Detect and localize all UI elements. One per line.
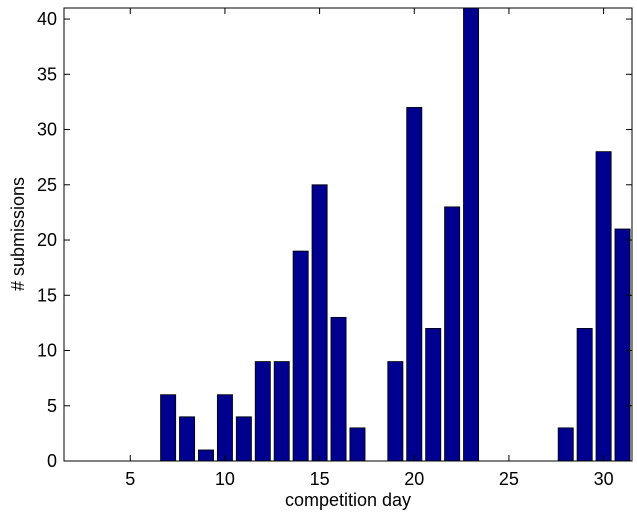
bar-day-29 bbox=[576, 328, 593, 462]
bar-day-14 bbox=[292, 250, 309, 462]
bar-day-21 bbox=[425, 328, 442, 462]
bar-day-17 bbox=[349, 427, 366, 462]
bar-day-11 bbox=[235, 416, 252, 462]
bars bbox=[160, 7, 631, 462]
bar-day-16 bbox=[330, 316, 347, 462]
y-tick-label: 35 bbox=[37, 64, 57, 84]
bar-day-19 bbox=[387, 361, 404, 462]
bar-day-8 bbox=[179, 416, 196, 462]
x-tick-label: 15 bbox=[310, 469, 330, 489]
y-tick-label: 20 bbox=[37, 230, 57, 250]
y-tick-label: 40 bbox=[37, 9, 57, 29]
y-axis: 0 5 10 15 20 25 30 35 40 bbox=[37, 9, 632, 471]
bar-day-10 bbox=[216, 394, 233, 462]
x-tick-label: 20 bbox=[404, 469, 424, 489]
y-tick-label: 10 bbox=[37, 341, 57, 361]
y-tick-label: 5 bbox=[47, 396, 57, 416]
bar-day-23 bbox=[463, 7, 480, 462]
plot-area bbox=[64, 8, 632, 461]
y-tick-label: 25 bbox=[37, 175, 57, 195]
x-axis: 5 10 15 20 25 30 bbox=[125, 8, 614, 489]
bar-day-22 bbox=[444, 206, 461, 462]
y-tick-label: 30 bbox=[37, 120, 57, 140]
bar-day-31 bbox=[614, 228, 631, 462]
plot-frame bbox=[63, 7, 633, 462]
x-axis-label: competition day bbox=[285, 490, 411, 510]
y-tick-label: 15 bbox=[37, 285, 57, 305]
bar-day-30 bbox=[595, 151, 612, 462]
bar-day-15 bbox=[311, 184, 328, 462]
x-tick-label: 25 bbox=[499, 469, 519, 489]
x-tick-label: 5 bbox=[125, 469, 135, 489]
y-tick-label: 0 bbox=[47, 451, 57, 471]
y-axis-label: # submissions bbox=[8, 177, 28, 291]
bar-day-7 bbox=[160, 394, 177, 462]
x-tick-label: 10 bbox=[215, 469, 235, 489]
bar-day-9 bbox=[198, 449, 214, 462]
bar-day-12 bbox=[254, 361, 271, 462]
bar-day-20 bbox=[406, 107, 423, 462]
bar-day-13 bbox=[273, 361, 290, 462]
x-tick-label: 30 bbox=[594, 469, 614, 489]
bar-day-28 bbox=[557, 427, 574, 462]
